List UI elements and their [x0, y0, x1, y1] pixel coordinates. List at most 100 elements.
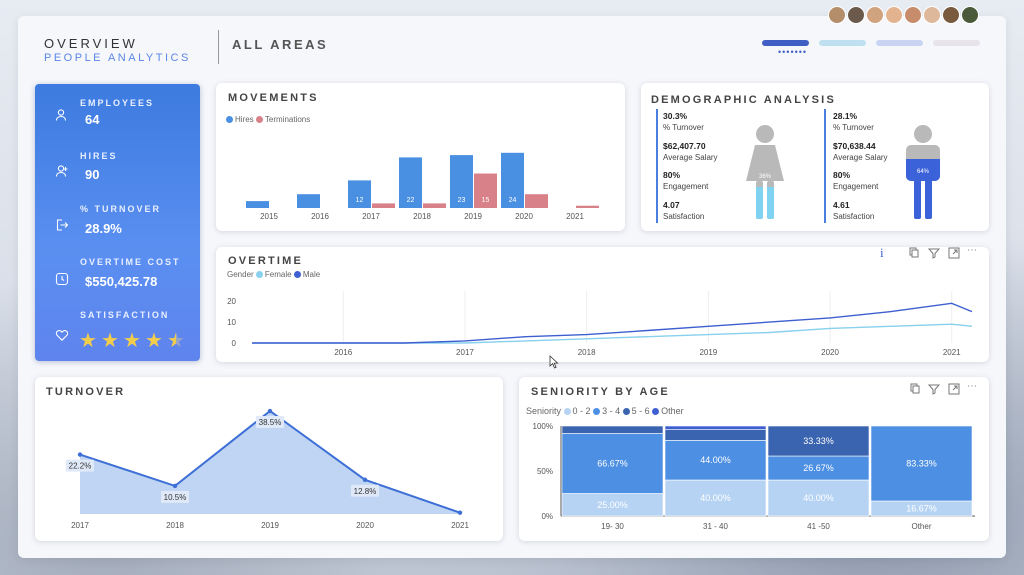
- stacked-bar-segment: [767, 479, 870, 517]
- hires-value: 90: [85, 167, 100, 182]
- nav-page-2[interactable]: [819, 40, 866, 46]
- overtime-chart[interactable]: 0 10 20 2016 2017 2018 2019 2020 2021: [216, 247, 989, 362]
- legend-male[interactable]: Male: [293, 270, 320, 279]
- more-options-icon[interactable]: ⋯: [967, 381, 977, 392]
- star-icon: ★: [101, 330, 119, 352]
- legend-female[interactable]: Female: [255, 270, 292, 279]
- segment-data-label: 83.33%: [906, 458, 937, 468]
- bar-terminations: [474, 173, 497, 208]
- overtime-cost-label: OVERTIME COST: [80, 257, 181, 267]
- avatar[interactable]: [961, 6, 979, 24]
- kpi-panel: EMPLOYEES 64 HIRES 90 % TURNOVER 28.9% O…: [35, 84, 200, 361]
- segment-data-label: 25.00%: [597, 500, 628, 510]
- turnover-chart[interactable]: 22.2% 2017 10.5% 2018 38.5% 2019 12.8% 2020 2021: [35, 377, 503, 541]
- filter-icon[interactable]: [928, 247, 940, 259]
- data-label-bg: [66, 459, 94, 472]
- stacked-bar-segment: [664, 429, 767, 441]
- segment-data-label: 33.33%: [803, 436, 834, 446]
- x-tick-label: 2016: [311, 212, 329, 221]
- stacked-bar-segment: [767, 425, 870, 457]
- bar-data-label: 22: [407, 197, 415, 204]
- nav-page-3[interactable]: [876, 40, 923, 46]
- avatar[interactable]: [923, 6, 941, 24]
- legend-title: Gender: [227, 270, 254, 279]
- segment-data-label: 40.00%: [803, 493, 834, 503]
- avatar[interactable]: [942, 6, 960, 24]
- segment-data-label: 16.67%: [906, 503, 937, 513]
- bar-hires: [348, 180, 371, 208]
- star-icon: ★: [123, 330, 141, 352]
- avatar[interactable]: [866, 6, 884, 24]
- male-salary: $70,638.44: [833, 141, 876, 151]
- employees-label: EMPLOYEES: [80, 98, 155, 108]
- user-add-icon: [55, 165, 68, 177]
- hires-label: HIRES: [80, 151, 118, 161]
- stacked-bar-segment: [664, 440, 767, 481]
- x-tick-label: 2020: [821, 348, 839, 357]
- series-line-male: [252, 302, 973, 344]
- page-title: OVERVIEW: [44, 36, 138, 51]
- legend-other[interactable]: Other: [652, 406, 684, 416]
- x-tick-label: 2017: [71, 521, 89, 530]
- expand-icon[interactable]: [948, 247, 960, 259]
- turnover-point: [267, 408, 273, 414]
- avatar[interactable]: [828, 6, 846, 24]
- female-percent: 36%: [759, 174, 772, 180]
- data-label-bg: [161, 490, 189, 503]
- seniority-legend: Seniority 0 - 2 3 - 4 5 - 6 Other: [526, 406, 684, 416]
- avatar[interactable]: [885, 6, 903, 24]
- female-salary-label: Average Salary: [663, 153, 718, 162]
- demographic-title: DEMOGRAPHIC ANALYSIS: [651, 94, 836, 106]
- satisfaction-label: SATISFACTION: [80, 310, 170, 320]
- stacked-bar-segment: [870, 425, 973, 502]
- filter-icon[interactable]: [928, 383, 940, 395]
- female-satisfaction-label: Satisfaction: [663, 212, 705, 221]
- female-salary: $62,407.70: [663, 141, 706, 151]
- female-figure-icon: 36%: [746, 125, 784, 219]
- info-icon[interactable]: i: [880, 245, 884, 260]
- half-star-icon: ★: [167, 330, 185, 352]
- x-tick-label: 2015: [260, 212, 278, 221]
- nav-page-4[interactable]: [933, 40, 980, 46]
- more-options-icon[interactable]: ⋯: [967, 245, 977, 256]
- legend-3-4[interactable]: 3 - 4: [593, 406, 620, 416]
- legend-terminations[interactable]: Terminations: [255, 115, 310, 124]
- legend-5-6[interactable]: 5 - 6: [622, 406, 650, 416]
- copy-icon[interactable]: [909, 383, 921, 395]
- series-line-female: [252, 323, 973, 344]
- x-tick-label: 2017: [456, 348, 474, 357]
- seniority-chart[interactable]: 0% 50% 100% 25.00% 66.67% 19- 30 40.00% 44.00% 3…: [519, 377, 989, 541]
- copy-icon[interactable]: [908, 247, 920, 259]
- segment-data-label: 40.00%: [700, 493, 731, 503]
- avatar[interactable]: [847, 6, 865, 24]
- movements-chart[interactable]: 2015 2016 12 2017 22 2018 23 15 2019 24 2020 2021: [216, 83, 625, 231]
- male-satisfaction-label: Satisfaction: [833, 212, 875, 221]
- female-turnover-label: % Turnover: [663, 123, 704, 132]
- turnover-point: [77, 452, 83, 457]
- stacked-bar-segment: [767, 455, 870, 481]
- y-tick-label: 0: [232, 339, 237, 348]
- avatar[interactable]: [904, 6, 922, 24]
- female-engagement-label: Engagement: [663, 182, 709, 191]
- area-filter[interactable]: ALL AREAS: [232, 37, 329, 52]
- male-salary-label: Average Salary: [833, 153, 888, 162]
- turnover-data-label: 12.8%: [354, 487, 377, 496]
- x-tick-label: 41 -50: [807, 522, 830, 531]
- legend-0-2[interactable]: 0 - 2: [563, 406, 591, 416]
- seniority-title: SENIORITY BY AGE: [531, 386, 670, 398]
- movements-legend: Hires Terminations: [226, 115, 310, 124]
- x-tick-label: 2019: [699, 348, 717, 357]
- female-turnover: 30.3%: [663, 111, 688, 121]
- male-turnover: 28.1%: [833, 111, 858, 121]
- x-tick-label: 2017: [362, 212, 380, 221]
- legend-hires[interactable]: Hires: [226, 115, 254, 124]
- expand-icon[interactable]: [948, 383, 960, 395]
- stacked-bar-segment: [664, 479, 767, 517]
- male-satisfaction: 4.61: [833, 200, 850, 210]
- bar-data-label: 12: [356, 197, 364, 204]
- bar-hires: [450, 155, 473, 208]
- nav-page-1[interactable]: [762, 40, 809, 46]
- x-tick-label: Other: [911, 522, 931, 531]
- x-tick-label: 2018: [578, 348, 596, 357]
- turnover-label: % TURNOVER: [80, 204, 162, 214]
